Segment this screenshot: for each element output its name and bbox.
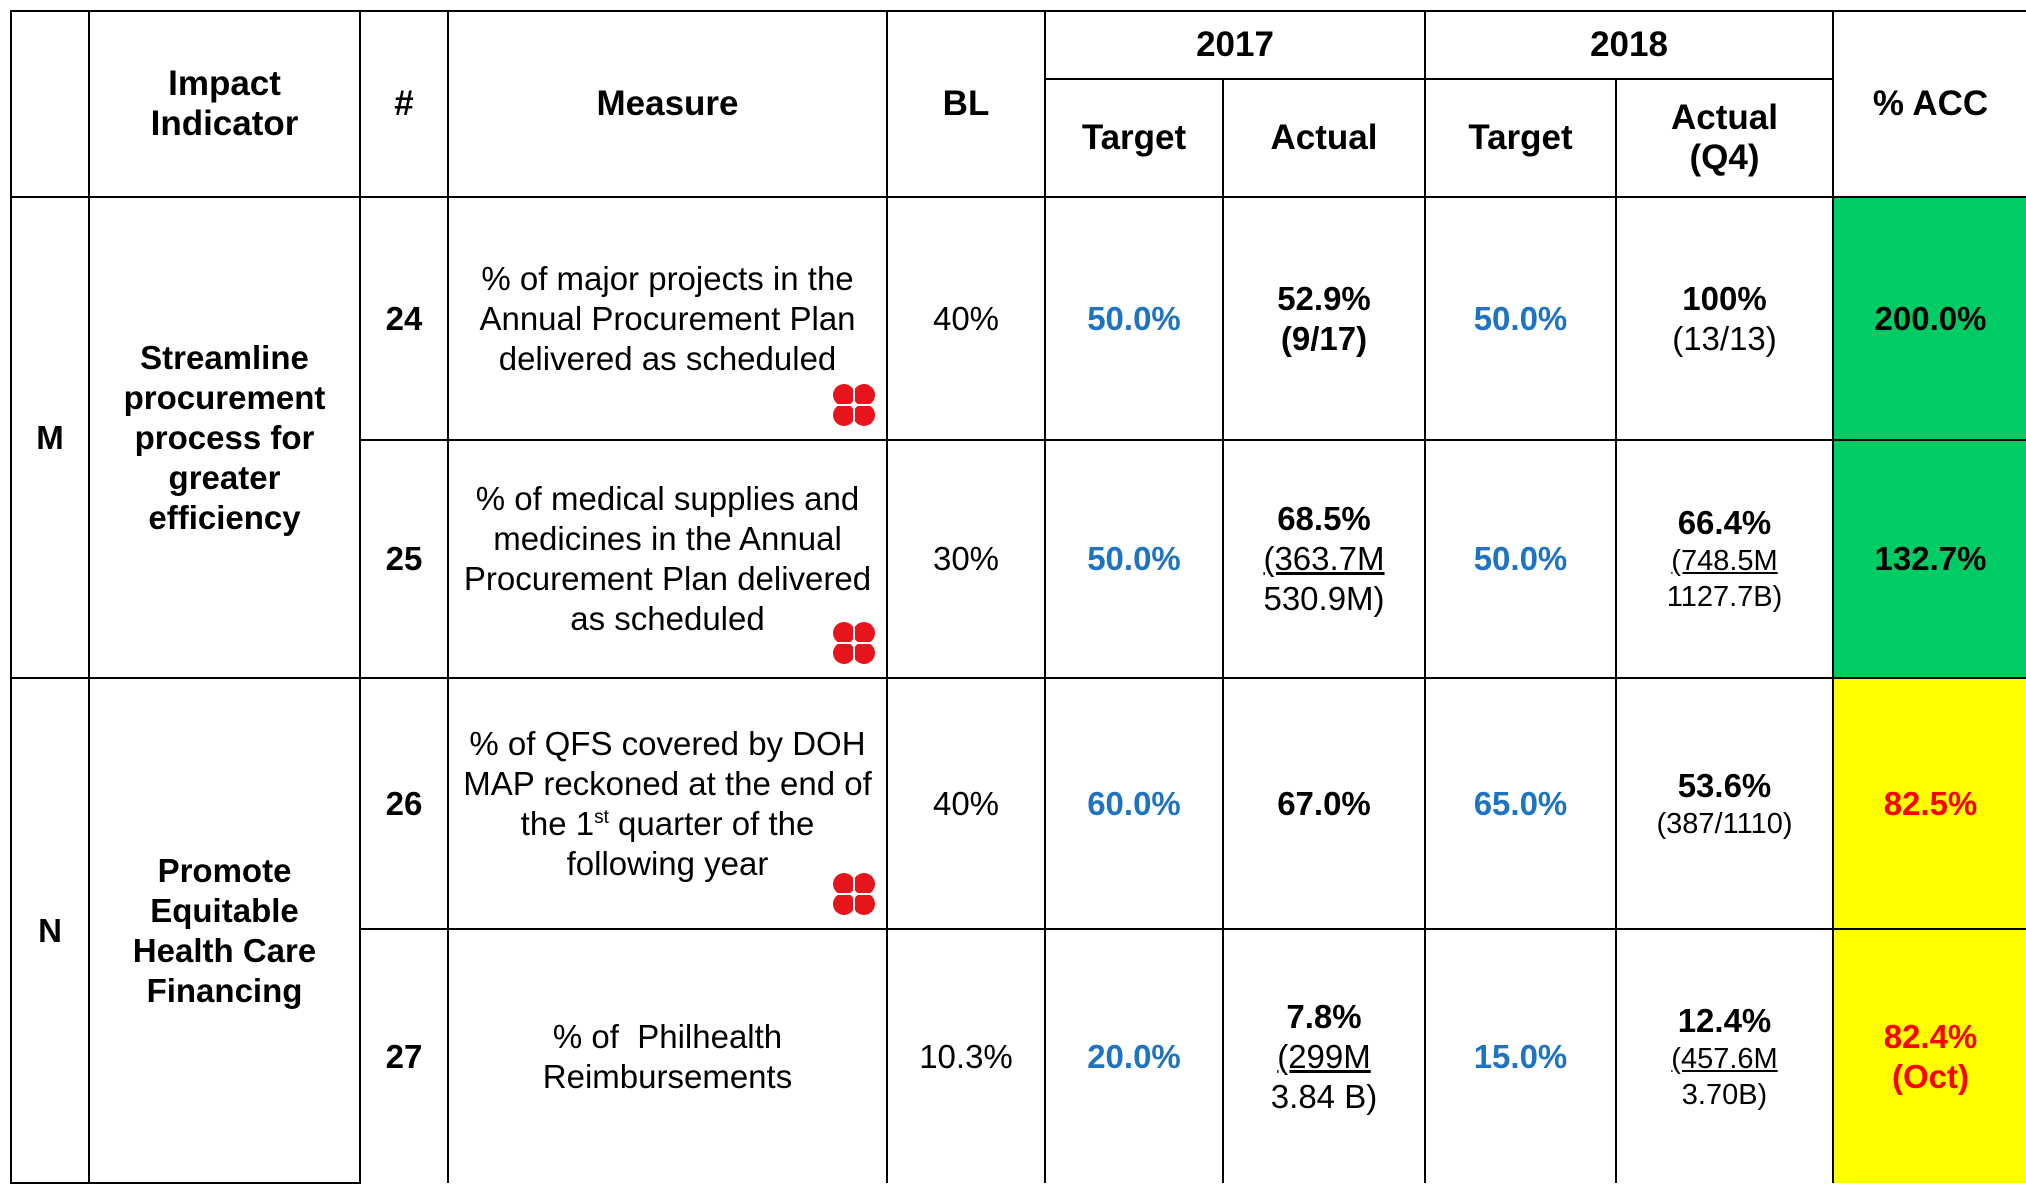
- actual-numerator: (457.6M: [1671, 1042, 1778, 1075]
- header-cell: 2018: [1424, 10, 1834, 80]
- clover-icon: [832, 621, 876, 665]
- indicator: Streamline procurement process for great…: [88, 196, 361, 679]
- header-cell: Actual (Q4): [1615, 78, 1834, 198]
- actual-value: 67.0%: [1277, 784, 1371, 822]
- number: 27: [359, 928, 449, 1183]
- number: 24: [359, 196, 449, 441]
- target: 50.0%: [1424, 196, 1617, 441]
- accomplishment-value: 132.7%: [1874, 540, 1987, 577]
- group-code: N: [10, 677, 90, 1184]
- header-cell: BL: [886, 10, 1046, 198]
- actual-value: 68.5%: [1277, 500, 1371, 537]
- header-cell: Target: [1424, 78, 1617, 198]
- measure-text: % of major projects in the Annual Procur…: [479, 259, 865, 377]
- target: 60.0%: [1044, 677, 1224, 930]
- number: 26: [359, 677, 449, 930]
- actual-value: 7.8%: [1286, 997, 1362, 1035]
- accomplishment-value: 200.0%: [1874, 299, 1987, 337]
- accomplishment: 200.0%: [1832, 196, 2026, 441]
- target: 20.0%: [1044, 928, 1224, 1183]
- baseline: 40%: [886, 677, 1046, 930]
- accomplishment-value: 82.4%: [1883, 1017, 1978, 1055]
- actual: 100% (13/13): [1615, 196, 1834, 441]
- baseline: 30%: [886, 439, 1046, 679]
- measure-text: % of QFS covered by DOH MAP reckoned at …: [455, 724, 880, 884]
- header-cell: 2017: [1044, 10, 1426, 80]
- target: 50.0%: [1044, 439, 1224, 679]
- actual-numerator: (299M: [1277, 1037, 1371, 1075]
- actual-value: 52.9%: [1277, 279, 1371, 317]
- baseline: 10.3%: [886, 928, 1046, 1183]
- actual: 12.4% (457.6M 3.70B): [1615, 928, 1834, 1183]
- accomplishment-value: 82.5%: [1883, 784, 1978, 822]
- header-cell: % ACC: [1832, 10, 2026, 198]
- target: 50.0%: [1044, 196, 1224, 441]
- measure-text-part: quarter of the following year: [566, 804, 824, 882]
- actual-denominator: 3.70B): [1681, 1078, 1768, 1111]
- actual-value: 53.6%: [1677, 766, 1772, 804]
- superscript: st: [594, 806, 609, 828]
- header-cell: [10, 10, 90, 198]
- header-cell: Target: [1044, 78, 1224, 198]
- actual-value: 100%: [1682, 279, 1767, 317]
- actual-detail: (13/13): [1672, 319, 1777, 357]
- actual-detail: (387/1110): [1656, 807, 1793, 840]
- header-cell: Actual: [1222, 78, 1426, 198]
- actual-detail: (9/17): [1280, 319, 1368, 357]
- target: 65.0%: [1424, 677, 1617, 930]
- actual: 66.4% (748.5M 1127.7B): [1615, 439, 1834, 679]
- header-cell: #: [359, 10, 449, 198]
- indicator: Promote Equitable Health Care Financing: [88, 677, 361, 1184]
- clover-icon: [832, 383, 876, 427]
- measure: % of QFS covered by DOH MAP reckoned at …: [447, 677, 888, 930]
- actual-denominator: 1127.7B): [1666, 581, 1783, 613]
- number: 25: [359, 439, 449, 679]
- actual-denominator: 3.84 B): [1270, 1077, 1378, 1115]
- actual-denominator: 530.9M): [1263, 580, 1385, 617]
- header-cell: Measure: [447, 10, 888, 198]
- group-code: M: [10, 196, 90, 679]
- accomplishment: 82.5%: [1832, 677, 2026, 930]
- actual: 68.5% (363.7M 530.9M): [1222, 439, 1426, 679]
- accomplishment: 82.4% (Oct): [1832, 928, 2026, 1183]
- actual: 7.8% (299M 3.84 B): [1222, 928, 1426, 1183]
- actual-numerator: (363.7M: [1263, 540, 1385, 577]
- measure: % of Philhealth Reimbursements: [447, 928, 888, 1183]
- measure-text: % of Philhealth Reimbursements: [542, 1017, 793, 1095]
- performance-table: Impact Indicator # Measure BL 2017 2018 …: [10, 10, 2026, 1184]
- actual-numerator: (748.5M: [1671, 545, 1778, 577]
- measure-text-part: % of QFS covered by DOH MAP reckoned at …: [463, 724, 881, 842]
- accomplishment-note: (Oct): [1892, 1057, 1969, 1095]
- actual-value: 66.4%: [1677, 504, 1772, 541]
- actual-value: 12.4%: [1677, 1001, 1772, 1039]
- actual: 53.6% (387/1110): [1615, 677, 1834, 930]
- target: 50.0%: [1424, 439, 1617, 679]
- accomplishment: 132.7%: [1832, 439, 2026, 679]
- measure-text: % of medical supplies and medicines in t…: [463, 480, 881, 637]
- baseline: 40%: [886, 196, 1046, 441]
- actual: 52.9% (9/17): [1222, 196, 1426, 441]
- target: 15.0%: [1424, 928, 1617, 1183]
- measure: % of major projects in the Annual Procur…: [447, 196, 888, 441]
- measure: % of medical supplies and medicines in t…: [447, 439, 888, 679]
- header-cell: Impact Indicator: [88, 10, 361, 198]
- clover-icon: [832, 872, 876, 916]
- actual: 67.0%: [1222, 677, 1426, 930]
